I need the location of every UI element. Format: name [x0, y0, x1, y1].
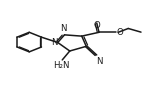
Text: H₂N: H₂N [53, 61, 70, 70]
Text: N: N [60, 24, 67, 33]
Text: O: O [117, 28, 123, 37]
Text: N: N [97, 57, 103, 66]
Text: N: N [51, 38, 58, 47]
Text: O: O [93, 21, 100, 30]
